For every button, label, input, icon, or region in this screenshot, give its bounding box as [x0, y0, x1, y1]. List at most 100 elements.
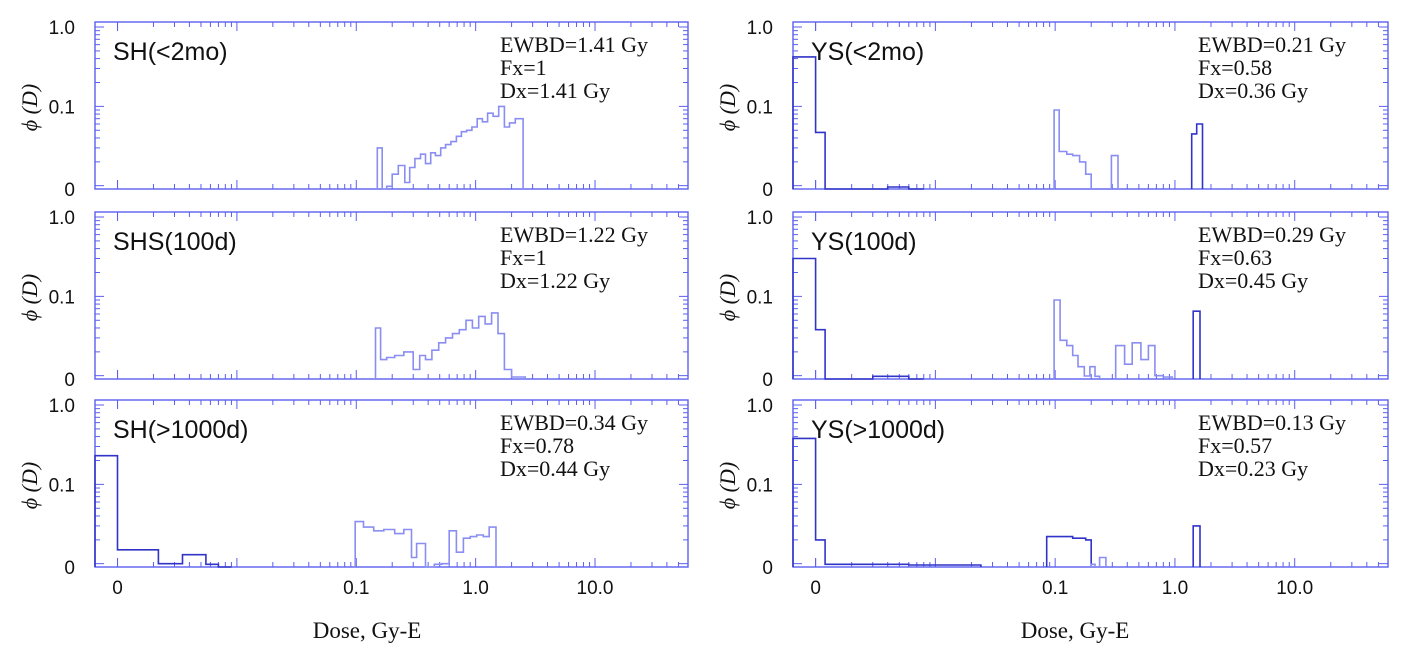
- panel-title: SHS(100d): [113, 228, 237, 256]
- panel-grid: 00.11.0ϕ (D)SH(<2mo) EWBD=1.41 GyFx=1Dx=1…: [17, 18, 1389, 599]
- histogram-bin: [512, 377, 526, 379]
- histogram-bin: [1132, 343, 1141, 379]
- histogram-bin: [1054, 300, 1060, 379]
- histogram-bin: [413, 370, 420, 380]
- histogram-bin: [1091, 564, 1095, 567]
- y-tick-label: 0: [762, 558, 773, 579]
- y-tick-label: 0.1: [747, 97, 773, 118]
- x-axis-label-left: Dose, Gy-E: [313, 618, 422, 643]
- histogram-bin: [816, 132, 826, 189]
- annotation-line: Dx=0.36 Gy: [1198, 78, 1308, 103]
- histogram-step: [1045, 535, 1092, 567]
- annotation-line: Fx=1: [500, 245, 547, 270]
- histogram-bin: [492, 313, 498, 379]
- histogram-bin: [95, 456, 118, 567]
- panel-1: 0 0.1 1.0 ϕ (D) SH(<2mo) EWBD=1.41 GyFx=1Dx=1…: [17, 18, 689, 201]
- x-tick-label: 10.0: [1276, 578, 1313, 599]
- histogram-bin: [466, 320, 473, 379]
- panel-2: 0 0.1 1.0 ϕ (D) YS(<2mo) EWBD=0.21 GyFx=0.58D…: [715, 18, 1389, 201]
- histogram-group-1: [792, 56, 924, 190]
- histogram-bin: [1095, 376, 1100, 379]
- histogram-bin: [355, 522, 363, 567]
- annotation-line: Fx=0.78: [500, 433, 574, 458]
- histogram-bin: [793, 438, 816, 567]
- histogram-bin: [459, 330, 466, 379]
- histogram-group-2: [1045, 535, 1092, 567]
- histogram-step: [792, 56, 924, 190]
- y-tick-label: 1.0: [747, 18, 773, 39]
- histogram-step: [1110, 154, 1119, 189]
- histogram-bin: [432, 350, 439, 379]
- histogram-bin: [1060, 537, 1073, 567]
- histogram-group-5: [1192, 525, 1201, 567]
- histogram-bin: [453, 334, 460, 379]
- panel-title: SH(<2mo): [113, 38, 228, 66]
- histogram-group-3: [1114, 342, 1174, 379]
- histogram-group-3: [1090, 563, 1096, 567]
- histogram-bin: [426, 360, 432, 379]
- y-ticks: [95, 216, 688, 377]
- x-ticks: [117, 212, 679, 379]
- x-tick-label: 10.0: [577, 578, 614, 599]
- histogram-bin: [479, 316, 485, 379]
- y-axis-label: ϕ (D): [715, 84, 740, 131]
- annotation-line: Dx=0.23 Gy: [1198, 456, 1308, 481]
- y-tick-label: 1.0: [49, 208, 75, 229]
- y-tick-label: 0.1: [49, 475, 75, 496]
- histogram-bin: [442, 564, 449, 567]
- histogram-bin: [384, 530, 395, 568]
- histogram-bin: [412, 558, 417, 568]
- histogram-bin: [1111, 156, 1118, 189]
- histogram-bin: [470, 537, 477, 567]
- x-ticks: [815, 400, 1379, 567]
- histogram-bin: [1047, 537, 1060, 567]
- annotation-line: Fx=0.58: [1198, 55, 1272, 80]
- annotation-line: EWBD=1.22 Gy: [500, 222, 648, 247]
- histogram-bin: [1086, 540, 1092, 567]
- y-ticks: [95, 404, 688, 565]
- histogram-bin: [404, 530, 412, 568]
- histogram-step: [94, 454, 232, 568]
- histogram-bin: [477, 535, 484, 567]
- annotation-line: Fx=1: [500, 55, 547, 80]
- histogram-bin: [434, 564, 442, 567]
- y-axis-label: ϕ (D): [715, 462, 740, 509]
- histogram-bin: [1192, 134, 1197, 189]
- histogram-bin: [1073, 538, 1086, 567]
- annotation-line: EWBD=0.13 Gy: [1198, 410, 1346, 435]
- histogram-bin: [873, 376, 909, 379]
- histogram-bin: [498, 334, 504, 379]
- histogram-bin: [381, 360, 387, 379]
- x-tick-label: 1.0: [1162, 578, 1188, 599]
- histogram-bin: [504, 370, 511, 380]
- histogram-bin: [477, 119, 482, 189]
- y-axis-label: ϕ (D): [17, 274, 42, 321]
- histogram-bin: [1078, 367, 1084, 379]
- histogram-bin: [793, 259, 816, 380]
- histogram-bin: [1080, 162, 1086, 189]
- annotation-line: Fx=0.57: [1198, 433, 1272, 458]
- panel-title: YS(<2mo): [811, 38, 924, 66]
- histogram-bin: [183, 555, 206, 567]
- histogram-group-1: [374, 312, 526, 380]
- histogram-bin: [1116, 346, 1125, 379]
- histogram-bin: [510, 123, 516, 189]
- histogram-bin: [499, 106, 505, 189]
- x-tick-label: 1.0: [462, 578, 488, 599]
- annotation-line: EWBD=0.21 Gy: [1198, 32, 1346, 57]
- histogram-bin: [1141, 360, 1148, 379]
- histogram-bin: [451, 142, 457, 189]
- histogram-bin: [377, 148, 382, 189]
- histogram-bin: [1100, 558, 1106, 568]
- annotation-line: Dx=1.22 Gy: [500, 268, 610, 293]
- y-ticks: [95, 26, 688, 187]
- histogram-bin: [1084, 376, 1090, 379]
- histogram-bin: [472, 127, 477, 189]
- panel-5: 0 0.1 1.0 ϕ (D) SH(>1000d) EWBD=0.34 GyFx=0.7…: [17, 396, 689, 599]
- histogram-bin: [405, 183, 410, 190]
- y-tick-label: 0.1: [49, 97, 75, 118]
- histogram-bin: [461, 132, 466, 189]
- histogram-bin: [816, 330, 826, 379]
- annotation-line: Dx=0.45 Gy: [1198, 268, 1308, 293]
